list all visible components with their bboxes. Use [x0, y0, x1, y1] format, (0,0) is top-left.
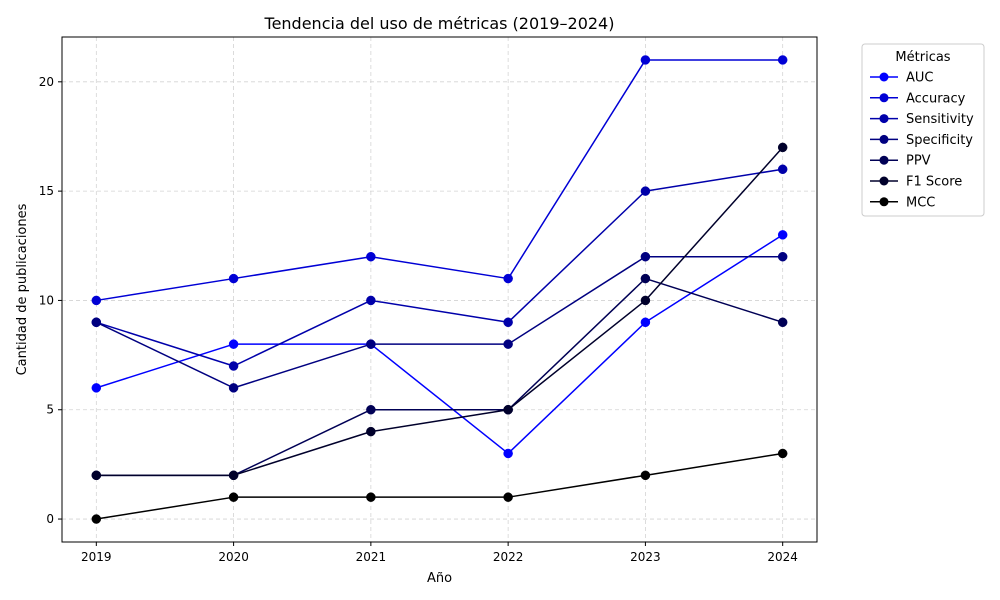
data-point-f1-score	[228, 470, 239, 481]
legend-frame	[861, 43, 985, 217]
legend-swatch-marker-ppv	[879, 155, 889, 165]
legend-swatch-marker-f1-score	[879, 176, 889, 186]
data-point-auc	[228, 339, 239, 349]
data-point-accuracy	[366, 251, 376, 262]
y-tick-label: 0	[46, 512, 54, 526]
data-point-f1-score	[640, 295, 651, 306]
data-point-accuracy	[228, 273, 239, 284]
y-axis-label: Cantidad de publicaciones	[15, 203, 30, 375]
series-line-specificity	[95, 255, 783, 389]
data-point-sensitivity	[366, 295, 376, 306]
data-point-ppv	[777, 317, 788, 328]
data-point-sensitivity	[228, 361, 239, 371]
data-point-sensitivity	[640, 186, 651, 196]
data-point-specificity	[503, 339, 513, 349]
legend-swatch-marker-auc	[879, 72, 889, 82]
data-point-f1-score	[503, 404, 513, 415]
data-point-sensitivity	[777, 164, 788, 175]
legend-swatch-marker-sensitivity	[879, 114, 889, 124]
legend-label-sensitivity: Sensitivity	[906, 112, 974, 127]
data-point-f1-score	[777, 142, 788, 153]
data-point-ppv	[640, 273, 651, 284]
legend-swatch-marker-accuracy	[879, 93, 889, 103]
legend-title: Métricas	[895, 50, 950, 65]
data-point-accuracy	[777, 55, 788, 65]
data-point-mcc	[91, 514, 102, 524]
gridlines	[62, 37, 817, 542]
x-tick-label: 2024	[767, 550, 798, 564]
x-tick-label: 2022	[493, 550, 524, 564]
data-point-mcc	[503, 492, 513, 502]
data-point-mcc	[640, 470, 651, 481]
x-tick-label: 2019	[81, 550, 112, 564]
x-tick-label: 2023	[630, 550, 661, 564]
data-point-auc	[777, 230, 788, 240]
legend-label-auc: AUC	[906, 71, 934, 86]
y-tick-label: 5	[46, 403, 54, 417]
data-point-specificity	[91, 317, 102, 328]
x-axis-label: Año	[427, 571, 452, 586]
data-point-mcc	[777, 448, 788, 459]
data-point-f1-score	[366, 426, 376, 437]
series-line-f1-score	[96, 146, 784, 477]
plot-area-frame	[61, 36, 818, 543]
series-group	[91, 55, 788, 524]
data-point-f1-score	[91, 470, 102, 481]
data-point-auc	[91, 383, 102, 393]
data-point-sensitivity	[503, 317, 513, 328]
data-point-specificity	[640, 251, 651, 262]
legend-label-f1-score: F1 Score	[906, 175, 962, 190]
series-line-sensitivity	[96, 168, 783, 367]
y-tick-label: 10	[39, 293, 54, 307]
legend-label-mcc: MCC	[906, 195, 935, 210]
data-point-accuracy	[91, 295, 102, 306]
legend-label-accuracy: Accuracy	[906, 91, 966, 106]
legend-swatch-marker-mcc	[879, 197, 889, 207]
x-tick-label: 2021	[356, 550, 387, 564]
data-point-accuracy	[640, 55, 651, 65]
legend-label-specificity: Specificity	[906, 133, 973, 148]
y-tick-label: 15	[39, 184, 54, 198]
legend: Métricas AUC Accuracy Sensitivity Specifici…	[861, 43, 985, 217]
y-tick-label: 20	[39, 75, 54, 89]
data-point-mcc	[366, 492, 376, 502]
x-tick-label: 2020	[218, 550, 249, 564]
data-point-specificity	[366, 339, 376, 349]
data-point-specificity	[777, 251, 788, 262]
series-line-auc	[96, 234, 784, 455]
data-point-mcc	[228, 492, 239, 502]
data-point-specificity	[228, 383, 239, 393]
data-point-auc	[503, 448, 513, 459]
series-line-ppv	[96, 277, 783, 477]
series-line-mcc	[96, 452, 783, 520]
legend-swatch-marker-specificity	[879, 134, 889, 144]
data-point-ppv	[366, 404, 376, 415]
data-point-accuracy	[503, 273, 513, 284]
axis-ticks: 2019 2020 2021 2022 2023 2024 0 5 10 15 20	[39, 75, 798, 564]
data-point-auc	[640, 317, 651, 328]
legend-label-ppv: PPV	[906, 154, 931, 169]
chart-title: Tendencia del uso de métricas (2019–2024…	[264, 14, 615, 33]
series-line-accuracy	[96, 59, 783, 302]
